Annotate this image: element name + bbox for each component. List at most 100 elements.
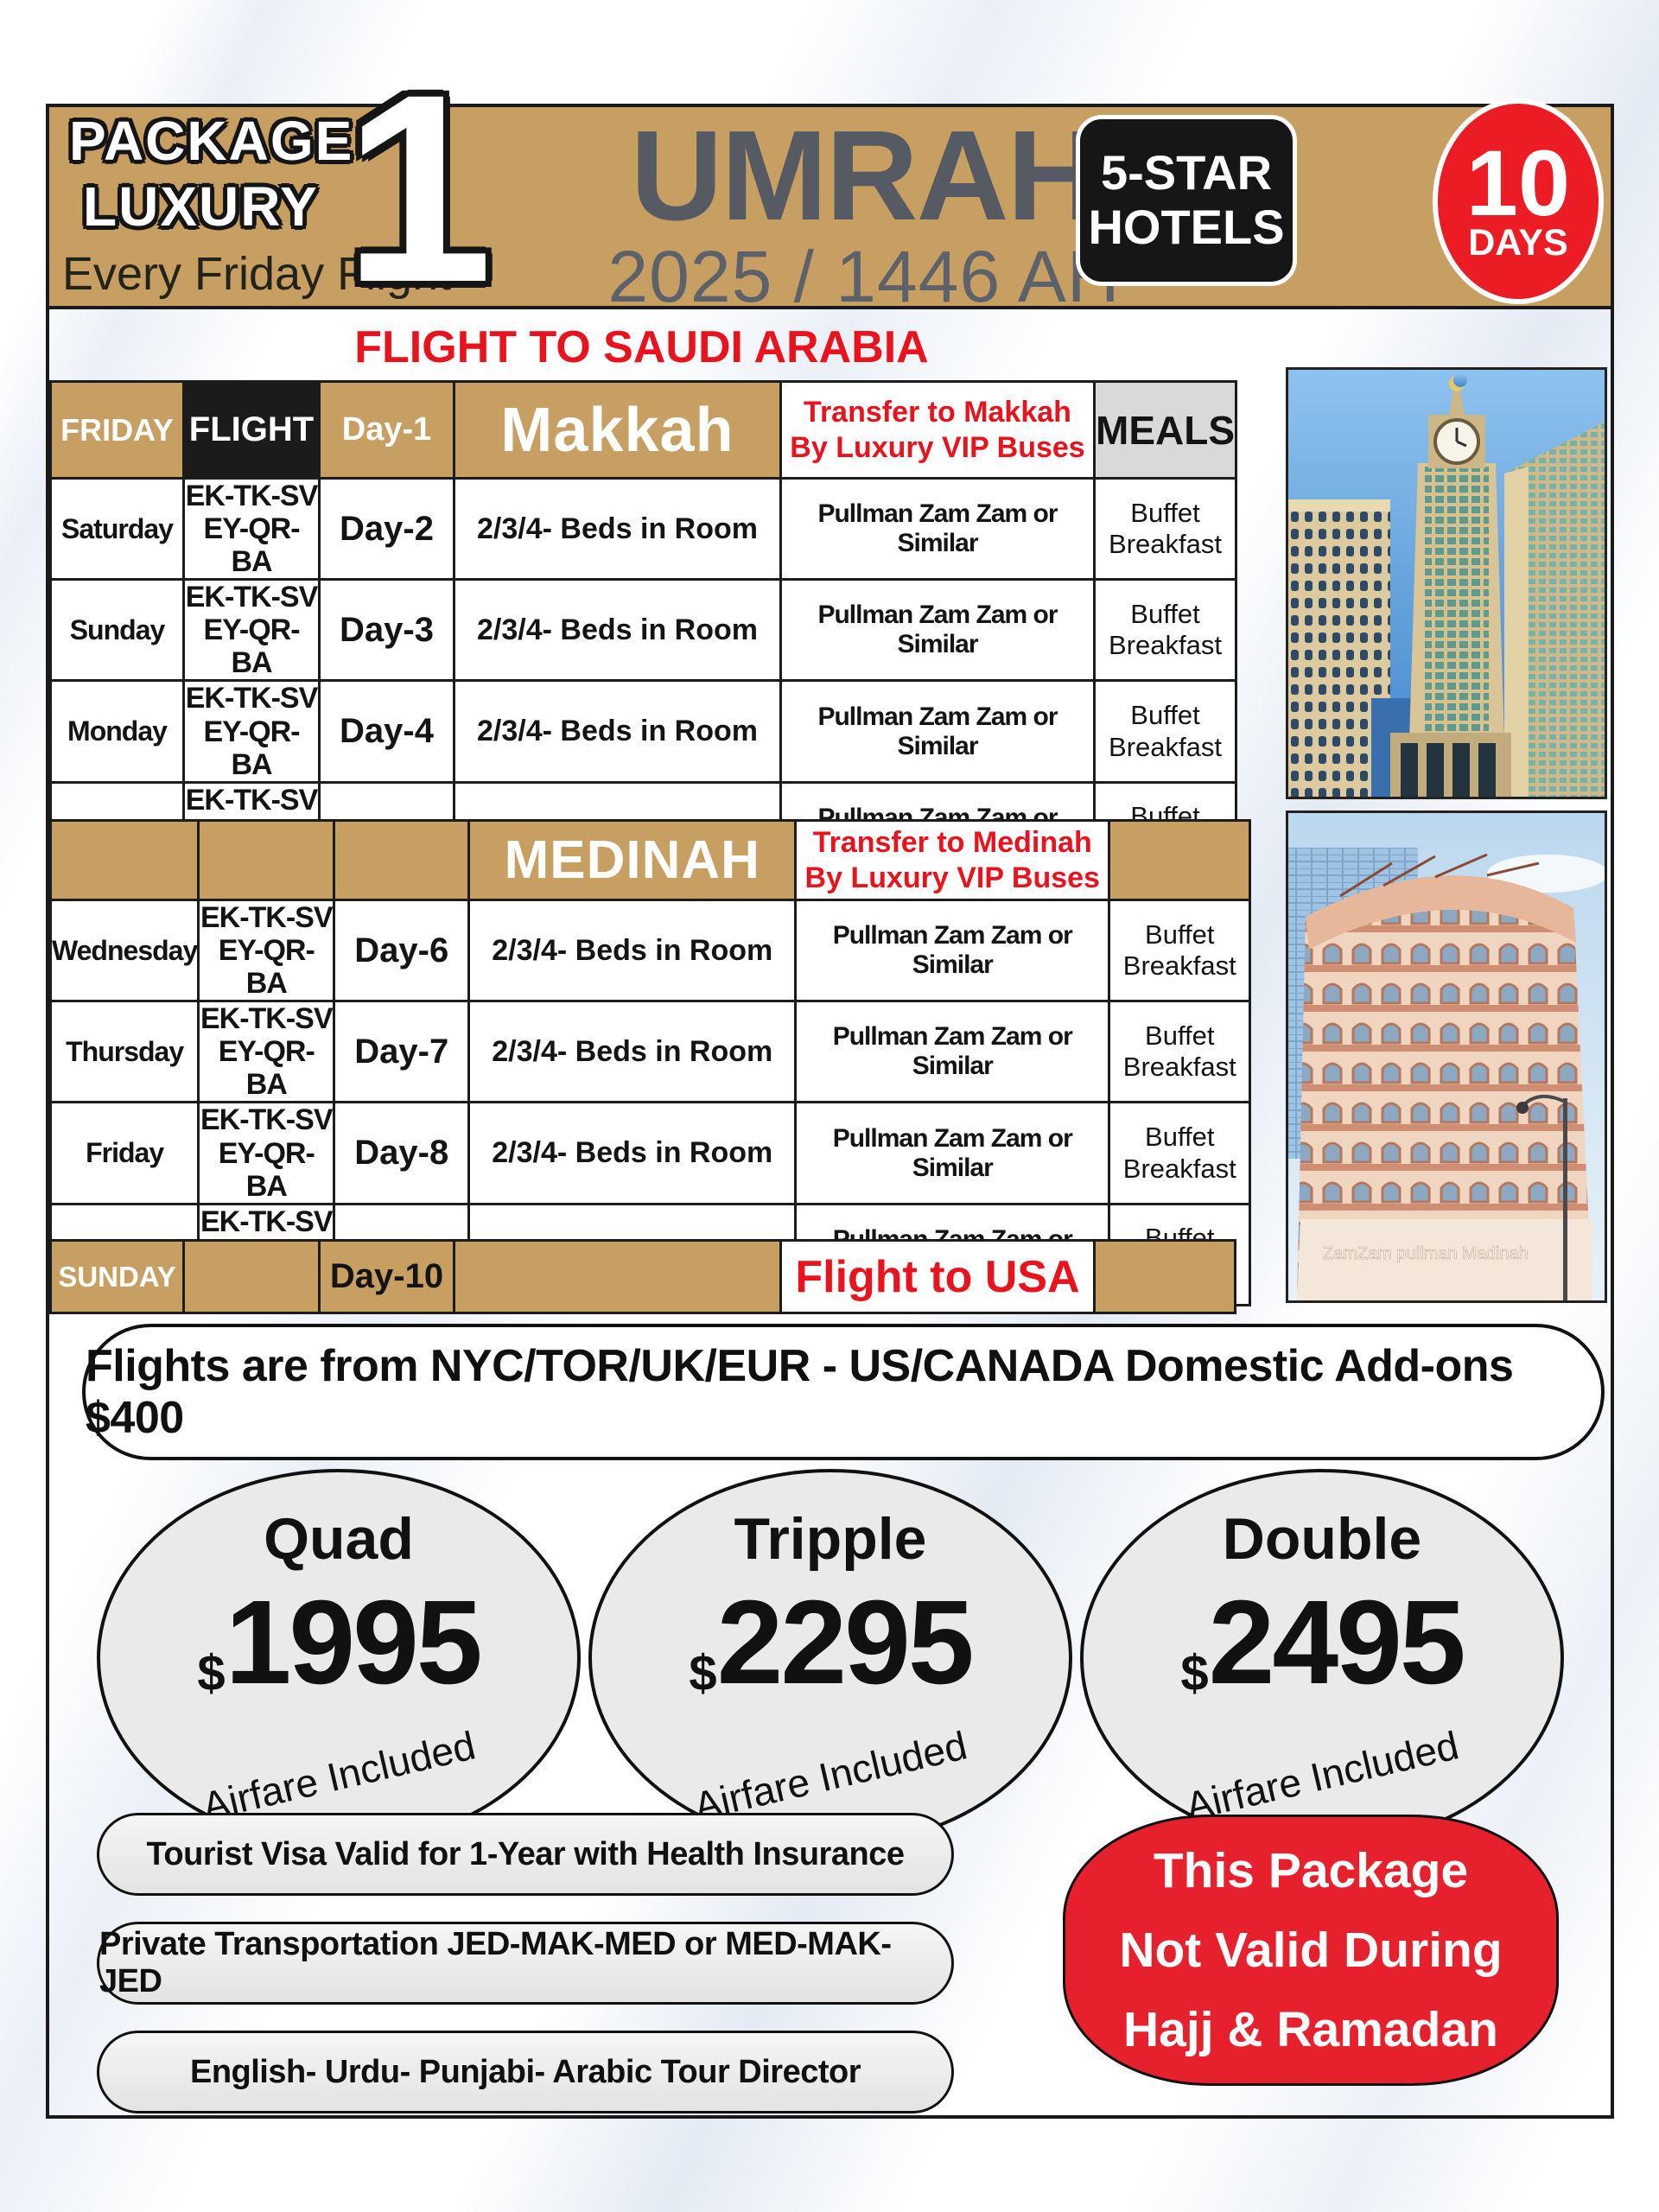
flight-codes-2: EY-QR-BA xyxy=(203,613,300,680)
meals-line2: Breakfast xyxy=(1122,950,1236,982)
flight-codes-1: EK-TK-SV xyxy=(200,1002,333,1036)
meals-line2: Breakfast xyxy=(1109,630,1222,661)
header-medinah: MEDINAH xyxy=(467,819,798,901)
final-row: SUNDAY Day-10 Flight to USA xyxy=(49,1239,1236,1314)
row-day: Monday xyxy=(49,679,185,784)
empty-cell xyxy=(182,1239,321,1314)
currency-sign: $ xyxy=(689,1645,717,1701)
header-makkah: Makkah xyxy=(453,380,782,480)
flight-codes-1: EK-TK-SV xyxy=(185,783,318,817)
makkah-schedule-table: FRIDAY FLIGHT Day-1 Makkah Transfer to M… xyxy=(49,380,1237,885)
row-meals: Buffet Breakfast xyxy=(1108,1101,1252,1205)
medinah-header-row: MEDINAH Transfer to Medinah By Luxury VI… xyxy=(48,819,1252,901)
header-transfer-makkah: Transfer to Makkah By Luxury VIP Buses xyxy=(779,380,1096,480)
empty-cell xyxy=(453,1239,782,1314)
table-row: Thursday EK-TK-SV EY-QR-BA Day-7 2/3/4- … xyxy=(48,1000,1252,1104)
row-dayno: Day-6 xyxy=(333,898,471,1003)
package-number: 1 xyxy=(344,38,493,338)
row-dayno: Day-8 xyxy=(333,1101,471,1205)
photo-caption: ZamZam pullman Madinah xyxy=(1323,1244,1529,1263)
meals-line1: Buffet xyxy=(1145,1020,1215,1051)
row-hotel: Pullman Zam Zam or Similar xyxy=(794,1101,1111,1205)
transfer-line2: By Luxury VIP Buses xyxy=(804,861,1100,894)
flight-codes-1: EK-TK-SV xyxy=(185,480,318,512)
days-badge-label: DAYS xyxy=(1468,222,1568,264)
price-amount: 2295 xyxy=(716,1576,975,1709)
price-oval-tripple: Tripple $2295 Airfare Included xyxy=(588,1469,1072,1847)
price-label: Quad xyxy=(264,1506,414,1572)
price-amount: 1995 xyxy=(225,1576,483,1709)
row-flight: EK-TK-SV EY-QR-BA xyxy=(182,679,321,784)
warning-line2: Not Valid During xyxy=(1119,1922,1503,1978)
row-dayno: Day-4 xyxy=(318,679,455,784)
warning-line1: This Package xyxy=(1153,1842,1469,1898)
row-flight: EK-TK-SV EY-QR-BA xyxy=(197,898,336,1003)
currency-sign: $ xyxy=(1180,1645,1209,1701)
price-value: $1995 xyxy=(100,1574,577,1712)
hotels-badge-line2: HOTELS xyxy=(1088,200,1285,254)
row-day: Wednesday xyxy=(48,898,200,1003)
row-beds: 2/3/4- Beds in Room xyxy=(453,679,782,784)
flights-origin-banner: Flights are from NYC/TOR/UK/EUR - US/CAN… xyxy=(82,1324,1605,1460)
header-meals: MEALS xyxy=(1093,380,1237,480)
header-transfer-medinah: Transfer to Medinah By Luxury VIP Buses xyxy=(794,819,1111,901)
table-row: Monday EK-TK-SV EY-QR-BA Day-4 2/3/4- Be… xyxy=(49,679,1237,784)
table-row: Wednesday EK-TK-SV EY-QR-BA Day-6 2/3/4-… xyxy=(48,898,1252,1003)
warning-line3: Hajj & Ramadan xyxy=(1123,2002,1498,2058)
feature-pill-visa: Tourist Visa Valid for 1-Year with Healt… xyxy=(97,1813,954,1896)
meals-line2: Breakfast xyxy=(1122,1052,1236,1083)
row-flight: EK-TK-SV EY-QR-BA xyxy=(182,476,321,582)
medinah-hotel-photo: ZamZam pullman Madinah xyxy=(1286,810,1607,1303)
row-meals: Buffet Breakfast xyxy=(1093,578,1237,683)
row-hotel: Pullman Zam Zam or Similar xyxy=(779,476,1096,582)
row-beds: 2/3/4- Beds in Room xyxy=(467,898,798,1003)
feature-pill-transportation: Private Transportation JED-MAK-MED or ME… xyxy=(97,1922,954,2005)
final-dayno: Day-10 xyxy=(318,1239,455,1314)
banner-text: Flights are from NYC/TOR/UK/EUR - US/CAN… xyxy=(86,1341,1514,1443)
flight-codes-2: EY-QR-BA xyxy=(218,1136,315,1203)
table-row: Friday EK-TK-SV EY-QR-BA Day-8 2/3/4- Be… xyxy=(48,1101,1252,1205)
feature-pill-tour-director: English- Urdu- Punjabi- Arabic Tour Dire… xyxy=(97,2031,954,2113)
flight-codes-1: EK-TK-SV xyxy=(185,682,318,715)
header-band xyxy=(46,104,1614,309)
row-hotel: Pullman Zam Zam or Similar xyxy=(794,1000,1111,1104)
table-row: Sunday EK-TK-SV EY-QR-BA Day-3 2/3/4- Be… xyxy=(49,578,1237,683)
price-label: Double xyxy=(1222,1506,1422,1572)
row-hotel: Pullman Zam Zam or Similar xyxy=(779,679,1096,784)
row-day: Saturday xyxy=(49,476,185,582)
row-meals: Buffet Breakfast xyxy=(1108,1000,1252,1104)
price-value: $2495 xyxy=(1084,1574,1560,1712)
header-day1: Day-1 xyxy=(318,380,455,480)
meals-line1: Buffet xyxy=(1145,1122,1215,1152)
row-day: Friday xyxy=(48,1101,200,1205)
package-word: PACKAGE xyxy=(69,110,354,172)
not-valid-warning: This Package Not Valid During Hajj & Ram… xyxy=(1063,1815,1559,2086)
flight-codes-1: EK-TK-SV xyxy=(200,901,333,934)
ten-days-badge: 10 DAYS xyxy=(1433,99,1604,304)
row-beds: 2/3/4- Beds in Room xyxy=(453,476,782,582)
flight-codes-2: EY-QR-BA xyxy=(203,715,300,781)
five-star-hotels-badge: 5-STAR HOTELS xyxy=(1076,115,1297,286)
header-flight: FLIGHT xyxy=(182,380,321,480)
row-hotel: Pullman Zam Zam or Similar xyxy=(794,898,1111,1003)
flight-codes-1: EK-TK-SV xyxy=(185,581,318,614)
transfer-line1: Transfer to Makkah xyxy=(804,395,1071,429)
feature-text: Private Transportation JED-MAK-MED or ME… xyxy=(99,1926,892,1999)
currency-sign: $ xyxy=(197,1645,226,1701)
meals-line1: Buffet xyxy=(1145,918,1215,950)
row-flight: EK-TK-SV EY-QR-BA xyxy=(197,1000,336,1104)
row-meals: Buffet Breakfast xyxy=(1093,679,1237,784)
empty-cell xyxy=(197,819,336,901)
feature-text: Tourist Visa Valid for 1-Year with Healt… xyxy=(146,1835,905,1872)
meals-line1: Buffet xyxy=(1130,700,1200,730)
row-dayno: Day-2 xyxy=(318,476,455,582)
feature-text: English- Urdu- Punjabi- Arabic Tour Dire… xyxy=(189,2053,861,2090)
hotels-badge-line1: 5-STAR xyxy=(1100,145,1273,200)
flight-to-saudi-arabia-title: FLIGHT TO SAUDI ARABIA xyxy=(354,322,929,372)
row-dayno: Day-3 xyxy=(318,578,455,683)
medinah-photo-graphic: ZamZam pullman Madinah xyxy=(1288,813,1605,1300)
flight-codes-2: EY-QR-BA xyxy=(218,934,315,1001)
row-dayno: Day-7 xyxy=(333,1000,471,1104)
row-flight: EK-TK-SV EY-QR-BA xyxy=(182,578,321,683)
